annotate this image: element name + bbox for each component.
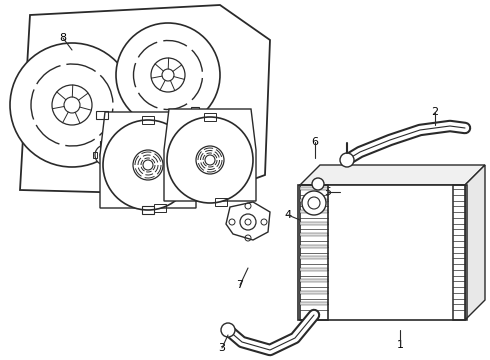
Circle shape: [186, 111, 204, 129]
Circle shape: [340, 153, 354, 167]
Circle shape: [10, 43, 134, 167]
Text: 6: 6: [312, 137, 318, 147]
Polygon shape: [300, 233, 328, 236]
Polygon shape: [300, 199, 328, 202]
Text: 8: 8: [59, 33, 67, 43]
Polygon shape: [300, 279, 328, 282]
Polygon shape: [300, 302, 328, 305]
Polygon shape: [300, 222, 328, 225]
Text: 1: 1: [396, 340, 403, 350]
Circle shape: [103, 120, 193, 210]
Circle shape: [64, 97, 80, 113]
Polygon shape: [300, 268, 328, 271]
Polygon shape: [300, 187, 328, 190]
Circle shape: [95, 145, 115, 165]
Text: 5: 5: [324, 187, 332, 197]
Circle shape: [312, 178, 324, 190]
Polygon shape: [300, 210, 328, 213]
Circle shape: [162, 69, 174, 81]
Polygon shape: [300, 291, 328, 294]
Circle shape: [302, 191, 326, 215]
Circle shape: [221, 323, 235, 337]
Polygon shape: [300, 256, 328, 259]
Polygon shape: [300, 245, 328, 248]
Polygon shape: [100, 112, 196, 208]
Polygon shape: [226, 202, 270, 240]
Polygon shape: [300, 185, 465, 320]
Text: 4: 4: [284, 210, 292, 220]
Text: 3: 3: [219, 343, 225, 353]
Circle shape: [116, 23, 220, 127]
Polygon shape: [465, 165, 485, 320]
Text: 7: 7: [237, 280, 244, 290]
Text: 2: 2: [431, 107, 439, 117]
Polygon shape: [164, 109, 256, 201]
Circle shape: [167, 117, 253, 203]
Polygon shape: [300, 165, 485, 185]
